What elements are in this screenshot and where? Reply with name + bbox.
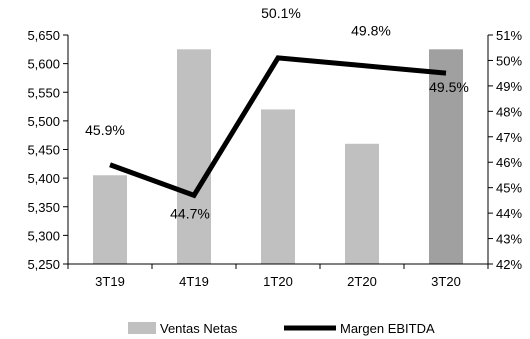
left-tick-label: 5,500 bbox=[27, 114, 60, 129]
x-tick-label: 2T20 bbox=[347, 274, 377, 289]
bar-2t20 bbox=[345, 143, 379, 264]
legend-label-ventas-netas: Ventas Netas bbox=[160, 321, 238, 336]
legend-swatch-ventas-netas bbox=[128, 322, 156, 334]
bar-3t20 bbox=[429, 49, 463, 264]
x-tick-label: 1T20 bbox=[263, 274, 293, 289]
right-tick-label: 49% bbox=[496, 79, 522, 94]
data-label-1t20: 50.1% bbox=[261, 5, 301, 21]
right-tick-label: 43% bbox=[496, 232, 522, 247]
axes: 5,250 5,300 5,350 5,400 5,450 5,500 5,550 5,600… bbox=[27, 28, 522, 289]
right-tick-label: 51% bbox=[496, 28, 522, 43]
right-tick-label: 47% bbox=[496, 130, 522, 145]
right-tick-label: 42% bbox=[496, 257, 522, 272]
legend: Ventas Netas Margen EBITDA bbox=[128, 321, 435, 336]
bar-series-ventas-netas bbox=[93, 49, 463, 264]
left-tick-label: 5,350 bbox=[27, 200, 60, 215]
left-tick-label: 5,600 bbox=[27, 57, 60, 72]
right-tick-label: 44% bbox=[496, 206, 522, 221]
bar-1t20 bbox=[261, 109, 295, 264]
x-tick-label: 3T19 bbox=[95, 274, 125, 289]
left-tick-label: 5,550 bbox=[27, 85, 60, 100]
left-tick-label: 5,650 bbox=[27, 28, 60, 43]
bar-4t19 bbox=[177, 49, 211, 264]
left-tick-label: 5,450 bbox=[27, 143, 60, 158]
data-label-3t20: 49.5% bbox=[429, 79, 469, 95]
x-tick-label: 3T20 bbox=[431, 274, 461, 289]
left-tick-label: 5,300 bbox=[27, 228, 60, 243]
left-tick-label: 5,250 bbox=[27, 257, 60, 272]
right-tick-label: 45% bbox=[496, 181, 522, 196]
bar-3t19 bbox=[93, 175, 127, 264]
x-tick-label: 4T19 bbox=[179, 274, 209, 289]
line-series-margen-ebitda bbox=[109, 55, 447, 199]
data-label-2t20: 49.8% bbox=[351, 23, 391, 39]
data-label-3t19: 45.9% bbox=[85, 122, 125, 138]
left-tick-label: 5,400 bbox=[27, 171, 60, 186]
right-tick-label: 48% bbox=[496, 104, 522, 119]
data-label-4t19: 44.7% bbox=[170, 205, 210, 221]
data-labels: 45.9% 44.7% 50.1% 49.8% 49.5% bbox=[85, 5, 469, 221]
margen-ebitda-line bbox=[109, 55, 447, 199]
right-tick-label: 50% bbox=[496, 53, 522, 68]
legend-label-margen-ebitda: Margen EBITDA bbox=[340, 321, 435, 336]
right-tick-label: 46% bbox=[496, 155, 522, 170]
